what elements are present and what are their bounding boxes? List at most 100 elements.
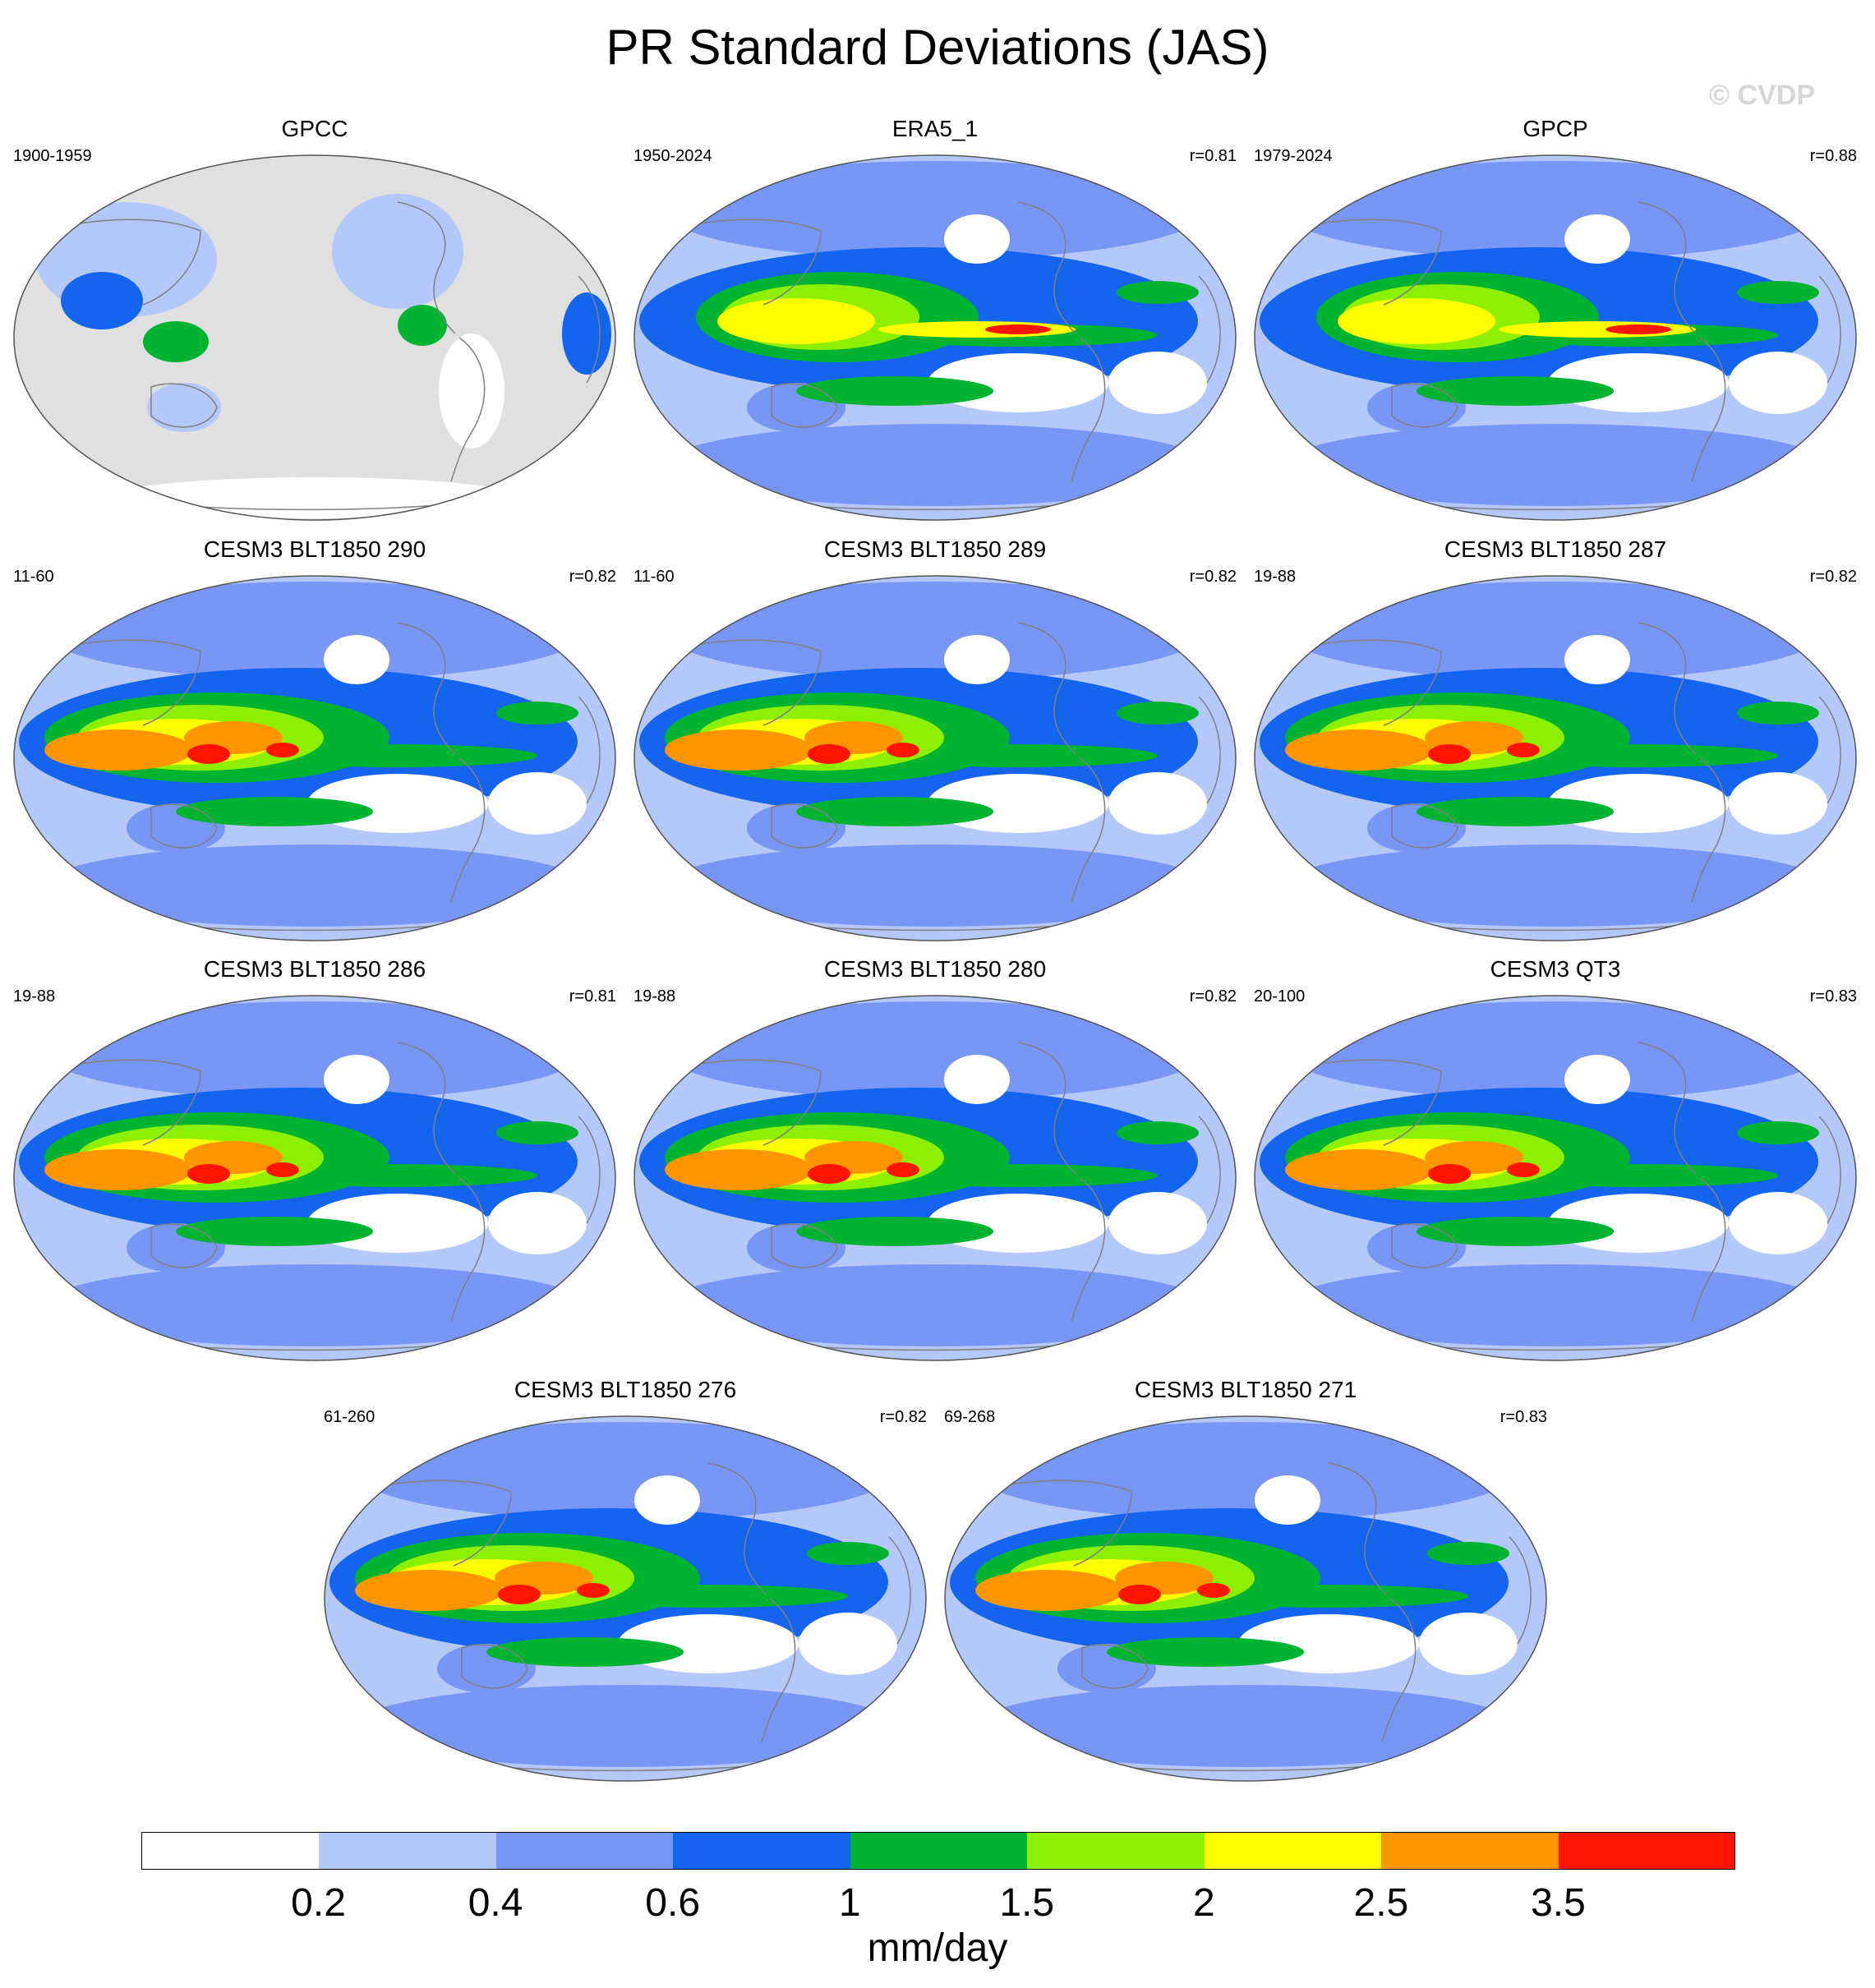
- field-se-atlantic-dry: [1108, 772, 1207, 835]
- field-warm-pool-red: [187, 1164, 230, 1184]
- coast-south-america: [450, 757, 486, 903]
- coast-south-america: [1071, 1177, 1106, 1323]
- colorbar-swatch: [672, 1832, 850, 1870]
- field-pacific-itcz: [258, 1164, 537, 1187]
- coast-north-america: [1638, 201, 1697, 334]
- map-field: [14, 155, 615, 520]
- colorbar-tick-label: 1: [838, 1881, 861, 1925]
- field-warm-pool-red: [1118, 1585, 1161, 1604]
- field-pacific-itcz: [1499, 744, 1778, 767]
- field-pacific-red: [266, 1162, 299, 1177]
- coast-asia: [1301, 639, 1442, 726]
- field-indian-ocean-orange: [665, 729, 813, 771]
- field-pacific-itcz: [258, 744, 537, 767]
- map-plot: [1254, 995, 1857, 1361]
- coast-africa: [1198, 696, 1221, 804]
- field-warm-pool-red: [808, 744, 850, 764]
- map-panel: CESM3 BLT1850 280 19-88 r=0.82: [627, 955, 1243, 1366]
- map-plot: [633, 154, 1237, 521]
- field-ne-pacific-dry: [1564, 214, 1630, 264]
- panel-pattern-correlation: r=0.82: [1189, 987, 1237, 1006]
- coast-australia: [150, 1223, 218, 1268]
- field-warm-pool-red: [1428, 744, 1471, 764]
- colorbar-swatch: [495, 1832, 674, 1870]
- field-northern-midlat: [664, 1001, 1206, 1100]
- field-ne-pacific-dry: [1564, 1055, 1630, 1104]
- coast-asia: [680, 639, 822, 726]
- panel-pattern-correlation: r=0.82: [879, 1408, 927, 1426]
- field-indian-ocean-orange: [665, 1149, 813, 1190]
- panel-period: 19-88: [13, 987, 56, 1006]
- coast-asia: [680, 1059, 822, 1146]
- coast-africa: [1818, 275, 1841, 384]
- field-se-atlantic-dry: [1729, 1192, 1827, 1254]
- field-spcz-green: [796, 376, 993, 406]
- field-atlantic-itcz: [1737, 702, 1819, 725]
- coast-north-america: [397, 201, 456, 334]
- field-indian-ocean-orange: [1285, 729, 1433, 771]
- field-pacific-red: [1605, 324, 1671, 334]
- field-ne-pacific-dry: [324, 635, 389, 684]
- field-pacific-red: [985, 324, 1051, 334]
- field-pacific-itcz: [1189, 1585, 1468, 1608]
- field-northern-midlat: [44, 582, 586, 680]
- map-plot: [1254, 575, 1857, 941]
- field-pacific-itcz: [569, 1585, 848, 1608]
- field-ne-pacific-dry: [944, 214, 1010, 264]
- land-australia: [147, 383, 221, 432]
- map-panel: CESM3 BLT1850 286 19-88 r=0.81: [7, 955, 623, 1366]
- coast-north-america: [397, 622, 456, 755]
- field-atlantic-itcz: [1737, 1121, 1819, 1144]
- panel-pattern-correlation: r=0.82: [1809, 568, 1857, 586]
- field-pacific-red: [1507, 1162, 1540, 1177]
- coast-south-america: [1071, 337, 1106, 482]
- map-plot: [1254, 154, 1857, 521]
- coast-asia: [60, 1059, 201, 1146]
- field-southern-midlat: [974, 1685, 1517, 1767]
- panel-period: 69-268: [944, 1408, 996, 1426]
- field-ne-pacific-dry: [1564, 635, 1630, 684]
- map-field: [1255, 576, 1856, 941]
- field-pacific-itcz: [1499, 1164, 1778, 1187]
- map-plot: [13, 995, 616, 1361]
- field-southern-midlat: [354, 1685, 896, 1767]
- field-atlantic-itcz: [1427, 1542, 1509, 1565]
- coast-north-america: [707, 1462, 767, 1595]
- map-field: [945, 1416, 1546, 1781]
- coast-africa: [1818, 696, 1841, 804]
- field-atlantic-itcz: [496, 702, 578, 725]
- map-border: [1254, 995, 1857, 1361]
- field-pacific-red: [1197, 1583, 1230, 1598]
- map-border: [324, 1415, 927, 1782]
- field-southern-midlat: [1284, 424, 1827, 506]
- map-border: [13, 575, 616, 941]
- map-plot: [633, 575, 1237, 941]
- field-pacific-itcz: [878, 744, 1158, 767]
- watermark: © CVDP: [1709, 80, 1815, 111]
- map-border: [13, 995, 616, 1361]
- coast-australia: [150, 383, 218, 428]
- panel-title: CESM3 BLT1850 286: [203, 956, 426, 982]
- coast-south-america: [1071, 757, 1106, 903]
- colorbar-tick-label: 0.2: [291, 1881, 346, 1925]
- coast-south-america: [1691, 337, 1726, 482]
- field-northern-midlat: [974, 1422, 1517, 1521]
- map-field: [325, 1416, 926, 1781]
- colorbar: [141, 1832, 1736, 1870]
- panel-period: 1900-1959: [13, 147, 92, 165]
- coast-asia: [1301, 219, 1442, 306]
- map-border: [1254, 154, 1857, 521]
- coast-asia: [680, 219, 822, 306]
- panel-period: 1979-2024: [1254, 147, 1333, 165]
- colorbar-swatch: [1026, 1832, 1205, 1870]
- field-southern-midlat: [44, 1264, 586, 1346]
- coast-australia: [150, 803, 218, 849]
- colorbar-tick-label: 1.5: [999, 1881, 1055, 1925]
- coast-africa: [1198, 275, 1221, 384]
- coast-africa: [578, 1116, 601, 1224]
- coast-north-america: [1017, 201, 1076, 334]
- coast-south-america: [761, 1598, 796, 1743]
- panel-title: CESM3 BLT1850 276: [514, 1377, 737, 1402]
- field-se-atlantic-dry: [1729, 352, 1827, 414]
- field-spcz-green: [486, 1637, 684, 1667]
